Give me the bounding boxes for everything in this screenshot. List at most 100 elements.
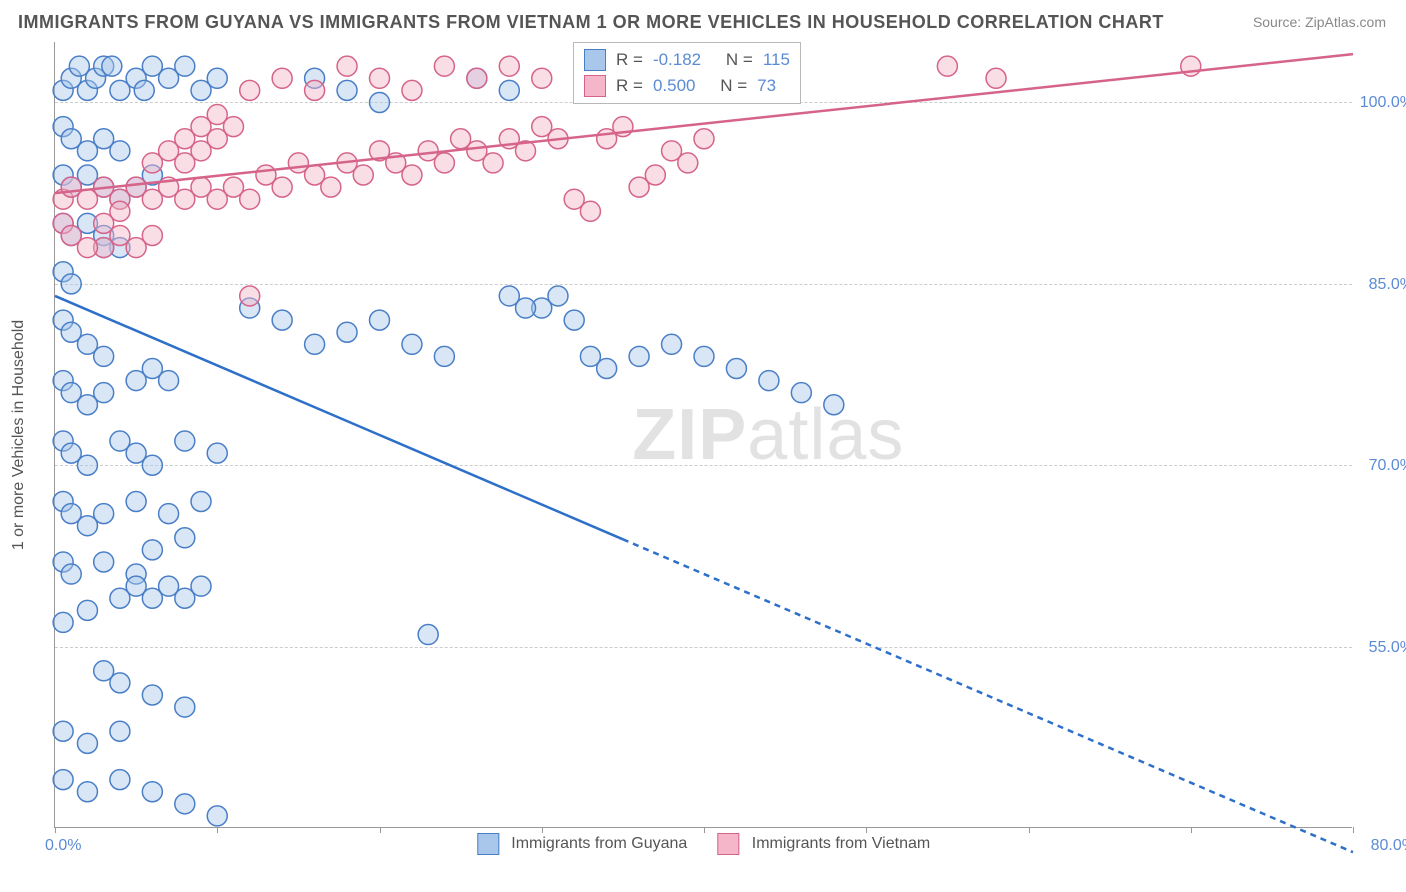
scatter-point — [207, 806, 227, 826]
scatter-point — [532, 68, 552, 88]
scatter-point — [337, 322, 357, 342]
scatter-point — [321, 177, 341, 197]
scatter-point — [434, 56, 454, 76]
correlation-row-vietnam: R = 0.500 N = 73 — [584, 73, 790, 99]
scatter-point — [207, 443, 227, 463]
scatter-point — [77, 782, 97, 802]
scatter-point — [126, 492, 146, 512]
legend-bottom: Immigrants from Guyana Immigrants from V… — [477, 833, 930, 855]
scatter-point — [61, 564, 81, 584]
chart-title: IMMIGRANTS FROM GUYANA VS IMMIGRANTS FRO… — [18, 12, 1164, 33]
x-tick — [1029, 827, 1030, 833]
scatter-point — [370, 92, 390, 112]
scatter-point — [726, 358, 746, 378]
y-tick-label: 100.0% — [1360, 94, 1406, 112]
scatter-point — [110, 770, 130, 790]
scatter-point — [77, 455, 97, 475]
r-value-vietnam: 0.500 — [653, 76, 696, 96]
scatter-point — [77, 600, 97, 620]
correlation-row-guyana: R = -0.182 N = 115 — [584, 47, 790, 73]
scatter-point — [402, 80, 422, 100]
plot-area: 55.0%70.0%85.0%100.0% 0.0% 80.0% 1 or mo… — [54, 42, 1352, 828]
scatter-point — [434, 346, 454, 366]
scatter-point — [142, 685, 162, 705]
scatter-point — [305, 80, 325, 100]
scatter-point — [483, 153, 503, 173]
scatter-point — [175, 794, 195, 814]
legend-label-guyana: Immigrants from Guyana — [511, 835, 687, 852]
y-tick-label: 70.0% — [1369, 457, 1406, 475]
scatter-point — [305, 334, 325, 354]
scatter-point — [678, 153, 698, 173]
x-tick — [1353, 827, 1354, 833]
scatter-point — [645, 165, 665, 185]
n-value-guyana: 115 — [763, 50, 790, 70]
n-value-vietnam: 73 — [757, 76, 776, 96]
scatter-point — [142, 225, 162, 245]
scatter-point — [142, 782, 162, 802]
scatter-plot-svg — [55, 42, 1352, 827]
scatter-point — [110, 673, 130, 693]
scatter-point — [159, 504, 179, 524]
scatter-point — [175, 431, 195, 451]
scatter-point — [175, 697, 195, 717]
x-tick — [1191, 827, 1192, 833]
legend-item-vietnam: Immigrants from Vietnam — [717, 833, 930, 855]
scatter-point — [53, 721, 73, 741]
scatter-point — [207, 129, 227, 149]
scatter-point — [240, 286, 260, 306]
scatter-point — [110, 721, 130, 741]
y-axis-label: 1 or more Vehicles in Household — [10, 319, 28, 549]
scatter-point — [337, 80, 357, 100]
scatter-point — [418, 625, 438, 645]
scatter-point — [142, 455, 162, 475]
scatter-point — [499, 56, 519, 76]
scatter-point — [134, 80, 154, 100]
legend-swatch-guyana-icon — [477, 833, 499, 855]
scatter-point — [370, 310, 390, 330]
scatter-point — [94, 552, 114, 572]
scatter-point — [759, 371, 779, 391]
trend-line — [623, 539, 1353, 852]
scatter-point — [694, 346, 714, 366]
scatter-point — [499, 80, 519, 100]
x-tick — [380, 827, 381, 833]
scatter-point — [272, 310, 292, 330]
scatter-point — [240, 189, 260, 209]
scatter-point — [370, 68, 390, 88]
swatch-guyana-icon — [584, 49, 606, 71]
scatter-point — [402, 165, 422, 185]
legend-swatch-vietnam-icon — [717, 833, 739, 855]
scatter-point — [791, 383, 811, 403]
scatter-point — [159, 371, 179, 391]
scatter-point — [402, 334, 422, 354]
source-attribution: Source: ZipAtlas.com — [1253, 14, 1386, 30]
scatter-point — [353, 165, 373, 185]
scatter-point — [94, 346, 114, 366]
scatter-point — [110, 141, 130, 161]
x-tick — [217, 827, 218, 833]
scatter-point — [110, 201, 130, 221]
scatter-point — [102, 56, 122, 76]
scatter-point — [629, 346, 649, 366]
scatter-point — [580, 346, 600, 366]
scatter-point — [61, 274, 81, 294]
legend-item-guyana: Immigrants from Guyana — [477, 833, 688, 855]
x-tick — [55, 827, 56, 833]
scatter-point — [175, 56, 195, 76]
scatter-point — [272, 177, 292, 197]
x-axis-max-label: 80.0% — [1371, 837, 1406, 855]
r-value-guyana: -0.182 — [653, 50, 701, 70]
swatch-vietnam-icon — [584, 75, 606, 97]
scatter-point — [94, 504, 114, 524]
scatter-point — [77, 238, 97, 258]
legend-label-vietnam: Immigrants from Vietnam — [752, 835, 930, 852]
scatter-point — [548, 286, 568, 306]
scatter-point — [434, 153, 454, 173]
scatter-point — [824, 395, 844, 415]
y-tick-label: 85.0% — [1369, 276, 1406, 294]
scatter-point — [694, 129, 714, 149]
scatter-point — [986, 68, 1006, 88]
y-tick-label: 55.0% — [1369, 639, 1406, 657]
scatter-point — [53, 612, 73, 632]
